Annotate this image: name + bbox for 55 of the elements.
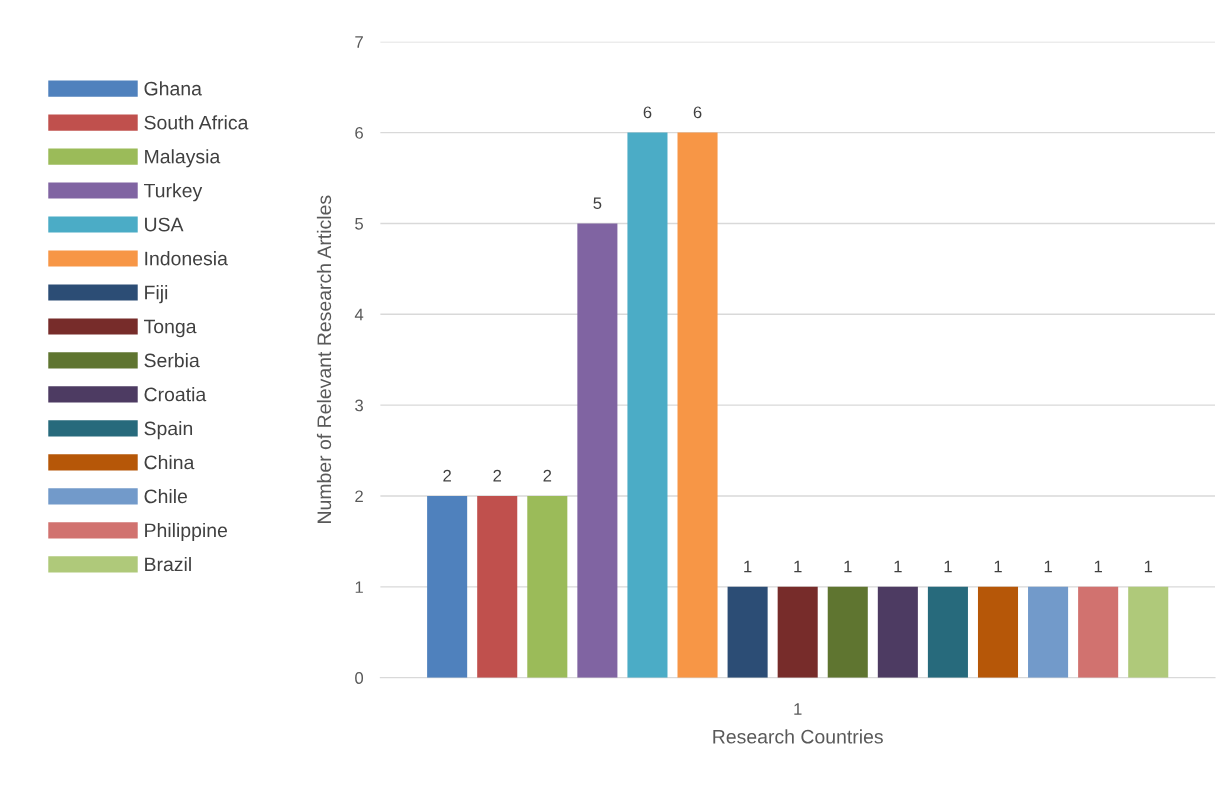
bar (477, 495, 518, 678)
legend-label: South Africa (144, 115, 249, 130)
bar (677, 132, 718, 678)
legend-label: Serbia (144, 353, 200, 368)
data-label: 2 (543, 469, 552, 482)
legend-label: Croatia (144, 387, 207, 402)
bar (877, 586, 918, 678)
bar (527, 495, 568, 678)
legend-label: Ghana (144, 81, 202, 96)
bar (1078, 586, 1119, 678)
bar (1128, 586, 1169, 678)
data-label: 2 (493, 469, 502, 482)
data-label: 6 (693, 106, 702, 119)
bar (1028, 586, 1069, 678)
legend-label: Turkey (143, 183, 203, 202)
bar (927, 586, 968, 678)
data-label: 1 (844, 560, 852, 573)
y-tick-label: 0 (355, 672, 364, 684)
y-tick-label: 6 (355, 127, 363, 139)
legend-label: Indonesia (145, 251, 228, 266)
bar (977, 586, 1019, 678)
data-label: 1 (794, 560, 802, 573)
data-label: 1 (744, 560, 752, 573)
legend-label: Philippine (145, 522, 228, 542)
y-tick-label: 4 (354, 308, 364, 321)
y-tick-label: 2 (355, 490, 363, 503)
data-label: 1 (1094, 560, 1102, 573)
data-label: 2 (443, 469, 451, 482)
bar (627, 132, 668, 678)
legend-label: USA (145, 217, 184, 232)
data-label: 1 (944, 560, 952, 573)
data-label: 5 (593, 197, 602, 210)
data-label: 6 (643, 106, 652, 119)
y-tick-label: 3 (355, 399, 363, 412)
legend-label: Fiji (145, 285, 168, 304)
bar (577, 223, 618, 678)
bar (827, 586, 868, 678)
bar (727, 586, 768, 678)
data-label: 1 (1144, 560, 1153, 573)
y-tick-label: 7 (355, 36, 363, 48)
legend-label: Malaysia (145, 149, 221, 168)
data-label: 1 (994, 560, 1002, 573)
legend-label: Chile (144, 488, 187, 504)
bar (777, 586, 818, 678)
y-axis-title: Number of Relevant Research Articles (316, 195, 332, 523)
x-axis-title: Research Countries (713, 729, 883, 744)
legend-label: China (144, 455, 195, 470)
bar (427, 495, 468, 678)
data-label: 1 (1044, 560, 1052, 573)
legend-label: Brazil (145, 556, 191, 572)
legend-label: Spain (144, 421, 193, 440)
y-tick-label: 1 (355, 581, 363, 593)
data-label: 1 (894, 560, 902, 573)
y-tick-label: 5 (355, 218, 364, 230)
legend-label: Tonga (143, 319, 197, 338)
